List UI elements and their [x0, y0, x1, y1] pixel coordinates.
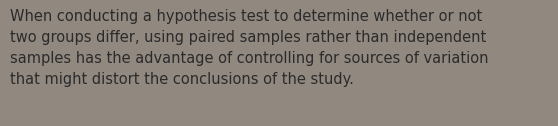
Text: When conducting a hypothesis test to determine whether or not
two groups differ,: When conducting a hypothesis test to det… — [10, 9, 489, 87]
